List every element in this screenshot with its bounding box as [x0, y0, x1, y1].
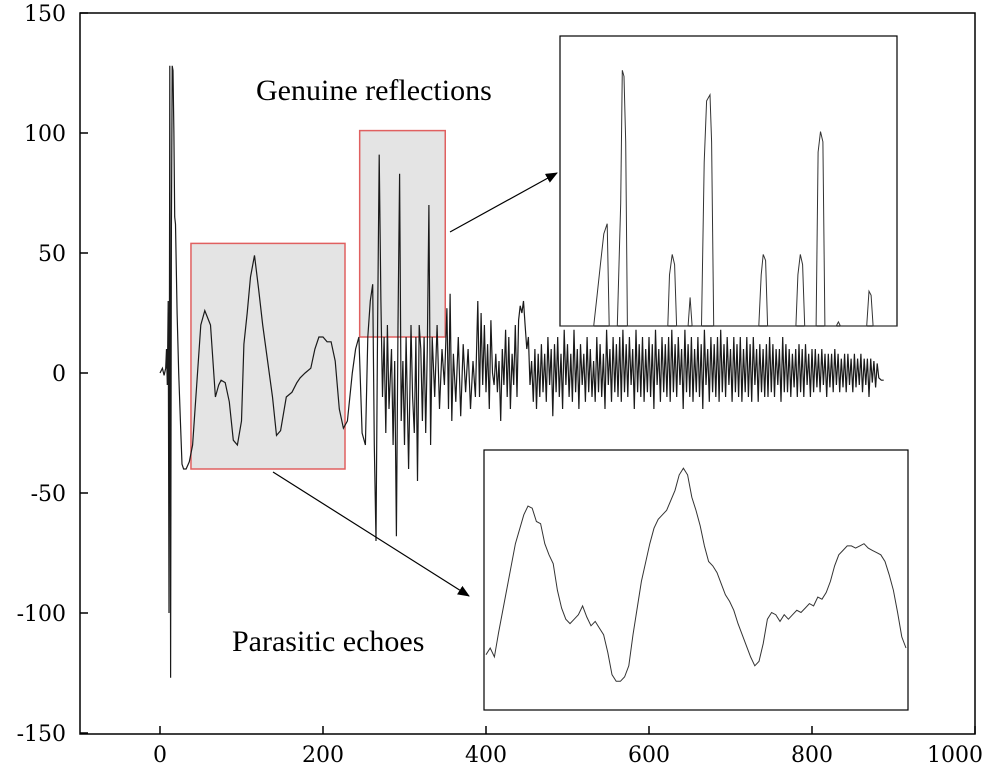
x-tick-label: 800 [791, 743, 833, 768]
y-tick-label: 0 [52, 362, 66, 387]
genuine-reflections-inset-line [560, 70, 897, 327]
parasitic-echoes-inset [483, 449, 909, 711]
x-tick-label: 600 [628, 743, 670, 768]
y-tick-label: 100 [24, 122, 66, 147]
genuine-reflections-inset [559, 35, 898, 327]
parasitic-echoes-highlight-box [190, 242, 346, 470]
parasitic-echoes-arrow [272, 471, 470, 597]
x-axis: 0 200 400 600 800 1000 [153, 726, 983, 768]
x-tick-label: 1000 [927, 743, 983, 768]
parasitic-echoes-inset-frame [483, 449, 909, 711]
y-tick-label: -50 [31, 482, 66, 507]
genuine-reflections-arrow [449, 172, 558, 233]
y-tick-label: 50 [38, 242, 66, 267]
signal-series-line [159, 65, 884, 678]
parasitic-echoes-label: Parasitic echoes [232, 625, 424, 658]
genuine-reflections-inset-frame [559, 35, 898, 327]
genuine-reflections-highlight-box [358, 129, 446, 338]
y-axis: 150 100 50 0 -50 -100 -150 [17, 2, 88, 747]
y-tick-label: -150 [17, 722, 66, 747]
y-tick-label: -100 [17, 602, 66, 627]
genuine-reflections-label: Genuine reflections [256, 74, 492, 107]
x-tick-label: 400 [465, 743, 507, 768]
y-tick-label: 150 [24, 2, 66, 27]
x-tick-label: 200 [302, 743, 344, 768]
parasitic-echoes-inset-line [485, 467, 907, 682]
x-tick-label: 0 [153, 743, 167, 768]
